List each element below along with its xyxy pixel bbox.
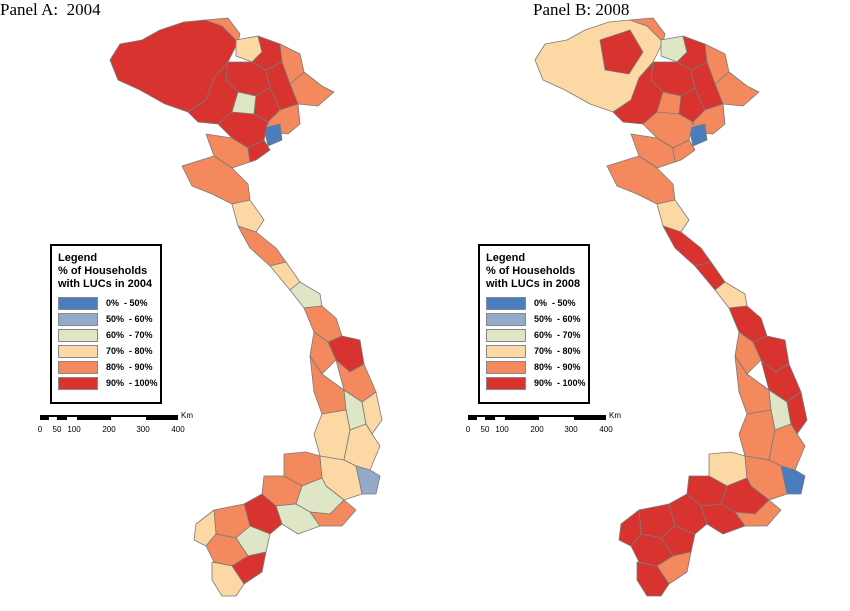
province: [656, 199, 690, 233]
province: [734, 331, 762, 375]
province: [786, 391, 808, 435]
province: [714, 281, 748, 309]
scale-tick: 400: [599, 425, 613, 434]
province: [612, 61, 664, 125]
legend-row: 70% - 80%: [58, 344, 160, 358]
legend-label: 60% - 70%: [534, 330, 581, 340]
province: [231, 199, 265, 233]
legend-swatch: [486, 360, 526, 374]
scale-tick: 200: [530, 425, 544, 434]
province: [738, 409, 776, 461]
province: [289, 281, 323, 309]
province: [629, 17, 666, 43]
scale-tick: 100: [67, 425, 81, 434]
province: [211, 561, 245, 597]
province: [247, 139, 271, 163]
legend-row: 0% - 50%: [486, 296, 588, 310]
vietnam-map-2004: [109, 17, 383, 597]
legend-title-line: % of Households: [58, 265, 148, 277]
legend-label: 80% - 90%: [534, 362, 581, 372]
legend-title-line: Legend: [486, 252, 526, 264]
scale-tick: 50: [480, 425, 490, 434]
legend-label: 0% - 50%: [534, 298, 576, 308]
legend-row: 80% - 90%: [58, 360, 160, 374]
legend-title-line: with LUCs in 2004: [58, 278, 153, 290]
legend-label: 50% - 60%: [534, 314, 581, 324]
scale-bar-graphic: [40, 415, 178, 420]
legend-swatch: [58, 344, 98, 358]
panel-b-title: Panel B: 2008: [533, 0, 630, 19]
legend-title-line: with LUCs in 2008: [486, 278, 581, 290]
legend-2008: Legend % of Households with LUCs in 2008…: [478, 244, 590, 404]
scale-tick: 300: [136, 425, 150, 434]
legend-row: 60% - 70%: [486, 328, 588, 342]
legend-swatch: [58, 296, 98, 310]
scale-tick: 300: [564, 425, 578, 434]
scale-unit: Km: [609, 411, 621, 420]
province: [309, 331, 337, 375]
legend-label: 90% - 100%: [534, 378, 586, 388]
province: [313, 409, 351, 461]
legend-row: 90% - 100%: [58, 376, 160, 390]
legend-label: 50% - 60%: [106, 314, 153, 324]
province: [662, 225, 712, 267]
scale-bar-2004: Km 0 50 100 200 300 400: [38, 411, 218, 437]
legend-swatch: [58, 376, 98, 390]
legend-row: 50% - 60%: [58, 312, 160, 326]
panel-a-title: Panel A: 2004: [0, 0, 101, 19]
legend-row: 50% - 60%: [486, 312, 588, 326]
legend-swatch: [58, 312, 98, 326]
legend-row: 60% - 70%: [58, 328, 160, 342]
scale-tick: 0: [37, 425, 43, 434]
scale-bar-graphic: [468, 415, 606, 420]
vietnam-map-2008: [534, 17, 808, 597]
scale-bar-2008: Km 0 50 100 200 300 400: [466, 411, 646, 437]
legend-label: 60% - 70%: [106, 330, 153, 340]
province: [303, 305, 343, 343]
legend-swatch: [486, 296, 526, 310]
scale-tick: 100: [495, 425, 509, 434]
legend-row: 70% - 80%: [486, 344, 588, 358]
legend-label: 0% - 50%: [106, 298, 148, 308]
legend-row: 90% - 100%: [486, 376, 588, 390]
province: [263, 123, 283, 147]
legend-title-line: % of Households: [486, 265, 576, 277]
province: [237, 225, 287, 267]
province: [361, 391, 383, 435]
legend-label: 70% - 80%: [534, 346, 581, 356]
legend-label: 70% - 80%: [106, 346, 153, 356]
scale-tick: 0: [465, 425, 471, 434]
province: [688, 123, 708, 147]
province: [599, 29, 644, 75]
province: [187, 61, 239, 125]
scale-tick: 400: [171, 425, 185, 434]
legend-swatch: [486, 344, 526, 358]
legend-swatch: [58, 360, 98, 374]
legend-swatch: [486, 376, 526, 390]
legend-swatch: [58, 328, 98, 342]
legend-row: 80% - 90%: [486, 360, 588, 374]
scale-tick: 200: [102, 425, 116, 434]
legend-swatch: [486, 328, 526, 342]
legend-label: 80% - 90%: [106, 362, 153, 372]
province: [109, 19, 239, 113]
province: [728, 305, 768, 343]
legend-2004: Legend % of Households with LUCs in 2004…: [50, 244, 162, 404]
legend-title-line: Legend: [58, 252, 98, 264]
legend-label: 90% - 100%: [106, 378, 158, 388]
province: [204, 17, 241, 43]
legend-row: 0% - 50%: [58, 296, 160, 310]
scale-unit: Km: [181, 411, 193, 420]
legend-swatch: [486, 312, 526, 326]
province: [672, 139, 696, 163]
province: [636, 561, 670, 597]
scale-tick: 50: [52, 425, 62, 434]
